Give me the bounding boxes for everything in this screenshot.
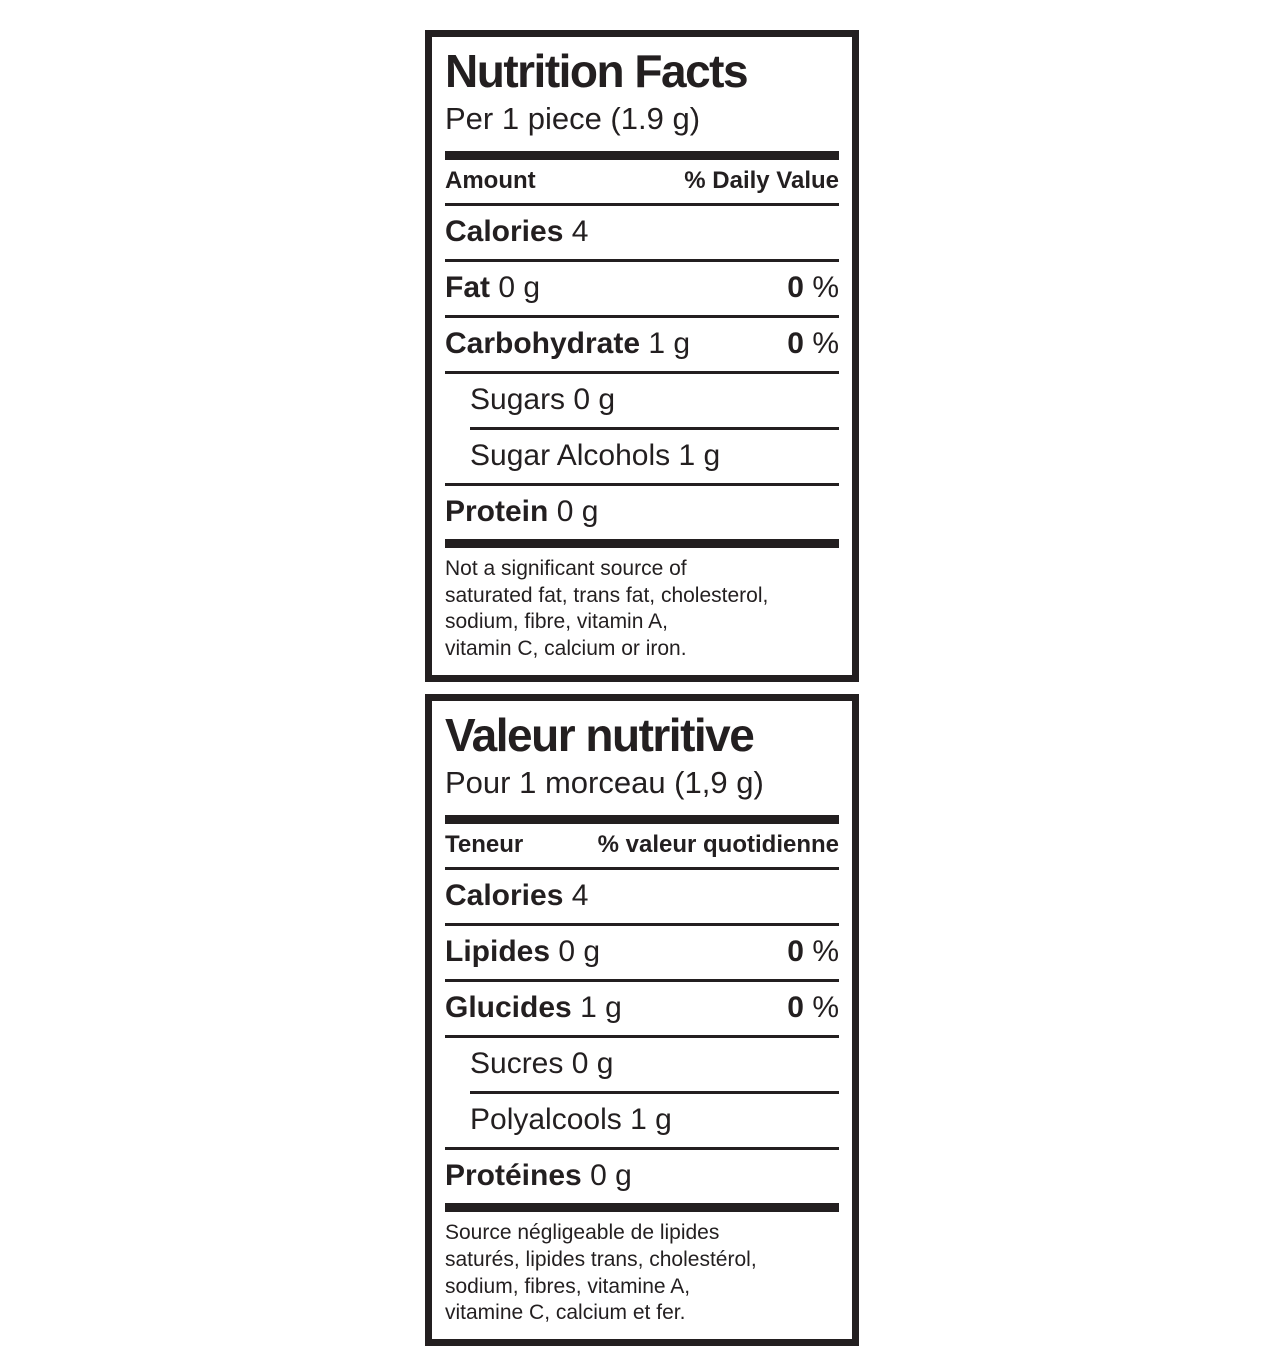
calories-value: 4 xyxy=(571,878,589,912)
nutrient-cell: Carbohydrate 1 g xyxy=(445,326,690,362)
nutrient-name: Sugars xyxy=(470,382,566,416)
nutrient-amount: 0 g xyxy=(573,382,616,416)
footnote-line: sodium, fibres, vitamine A, xyxy=(445,1274,691,1298)
nutrient-cell: Glucides 1 g xyxy=(445,990,622,1026)
daily-value-unit: % xyxy=(812,934,839,968)
nutrition-panel-french: Valeur nutritive Pour 1 morceau (1,9 g) … xyxy=(425,694,859,1347)
divider-rule-indented xyxy=(470,426,839,430)
nutrient-cell: Polyalcools 1 g xyxy=(470,1102,672,1138)
footnote-line: Not a significant source of xyxy=(445,556,687,580)
nutrient-cell: Protéines 0 g xyxy=(445,1158,632,1194)
calories-cell: Calories 4 xyxy=(445,214,588,250)
calories-row: Calories 4 xyxy=(445,870,839,923)
nutrient-name: Lipides xyxy=(445,934,551,968)
nutrient-row-sucres: Sucres 0 g xyxy=(445,1038,839,1091)
divider-rule xyxy=(445,1146,839,1150)
daily-value-cell: 0 % xyxy=(787,990,839,1026)
thick-divider-bar xyxy=(445,538,839,548)
daily-value-unit: % xyxy=(812,326,839,360)
divider-rule xyxy=(445,258,839,262)
nutrient-name: Sucres xyxy=(470,1046,564,1080)
nutrient-row-sugars: Sugars 0 g xyxy=(445,374,839,427)
column-header-row: Amount % Daily Value xyxy=(445,160,839,203)
nutrient-row-sugar-alcohols: Sugar Alcohols 1 g xyxy=(445,430,839,483)
divider-rule xyxy=(445,922,839,926)
daily-value-number: 0 xyxy=(787,270,804,304)
nutrient-amount: 1 g xyxy=(648,326,691,360)
thick-divider-bar xyxy=(445,814,839,824)
divider-rule-indented xyxy=(470,1090,839,1094)
daily-value-cell: 0 % xyxy=(787,270,839,306)
nutrient-row-carbohydrate: Carbohydrate 1 g 0 % xyxy=(445,318,839,371)
column-header-row: Teneur % valeur quotidienne xyxy=(445,824,839,867)
nutrient-amount: 0 g xyxy=(498,270,541,304)
column-header-daily-value: % Daily Value xyxy=(684,166,839,194)
daily-value-cell: 0 % xyxy=(787,934,839,970)
nutrient-cell: Sucres 0 g xyxy=(470,1046,613,1082)
nutrient-cell: Sugars 0 g xyxy=(470,382,615,418)
thick-divider-bar xyxy=(445,1202,839,1212)
nutrient-name: Protéines xyxy=(445,1158,582,1192)
calories-row: Calories 4 xyxy=(445,206,839,259)
thick-divider-bar xyxy=(445,150,839,160)
column-header-daily-value: % valeur quotidienne xyxy=(597,830,839,858)
divider-rule xyxy=(445,482,839,486)
nutrient-name: Carbohydrate xyxy=(445,326,641,360)
calories-cell: Calories 4 xyxy=(445,878,588,914)
nutrient-row-fat: Fat 0 g 0 % xyxy=(445,262,839,315)
footnote-line: Source négligeable de lipides xyxy=(445,1220,720,1244)
nutrient-name: Glucides xyxy=(445,990,572,1024)
nutrient-name: Fat xyxy=(445,270,490,304)
nutrient-amount: 1 g xyxy=(630,1102,672,1136)
panel-title-french: Valeur nutritive xyxy=(445,709,755,762)
nutrient-name: Sugar Alcohols xyxy=(470,438,671,472)
divider-rule xyxy=(445,370,839,374)
nutrient-row-polyalcools: Polyalcools 1 g xyxy=(445,1094,839,1147)
serving-size-english: Per 1 piece (1.9 g) xyxy=(445,100,701,136)
daily-value-cell: 0 % xyxy=(787,326,839,362)
footnote-line: saturés, lipides trans, cholestérol, xyxy=(445,1247,757,1271)
footnote-english: Not a significant source of saturated fa… xyxy=(445,548,839,664)
nutrient-name: Protein xyxy=(445,494,549,528)
nutrient-name: Polyalcools xyxy=(470,1102,622,1136)
nutrient-row-lipides: Lipides 0 g 0 % xyxy=(445,926,839,979)
footnote-line: vitamine C, calcium et fer. xyxy=(445,1301,686,1325)
nutrient-amount: 0 g xyxy=(558,934,601,968)
footnote-line: vitamin C, calcium or iron. xyxy=(445,637,687,661)
nutrient-cell: Protein 0 g xyxy=(445,494,598,530)
nutrient-cell: Fat 0 g xyxy=(445,270,540,306)
divider-rule xyxy=(445,1034,839,1038)
footnote-line: sodium, fibre, vitamin A, xyxy=(445,610,668,634)
calories-value: 4 xyxy=(571,214,589,248)
nutrient-cell: Lipides 0 g xyxy=(445,934,600,970)
daily-value-number: 0 xyxy=(787,990,804,1024)
nutrient-row-protein: Protein 0 g xyxy=(445,486,839,539)
divider-rule xyxy=(445,314,839,318)
nutrient-amount: 1 g xyxy=(678,438,721,472)
column-header-amount: Amount xyxy=(445,166,536,194)
daily-value-unit: % xyxy=(812,990,839,1024)
calories-label: Calories xyxy=(445,214,564,248)
calories-label: Calories xyxy=(445,878,564,912)
column-header-amount: Teneur xyxy=(445,830,524,858)
nutrient-amount: 0 g xyxy=(556,494,599,528)
panel-title-english: Nutrition Facts xyxy=(445,45,749,97)
daily-value-unit: % xyxy=(812,270,839,304)
nutrient-amount: 0 g xyxy=(571,1046,614,1080)
daily-value-number: 0 xyxy=(787,326,804,360)
footnote-french: Source négligeable de lipides saturés, l… xyxy=(445,1212,839,1328)
nutrition-label-column: Nutrition Facts Per 1 piece (1.9 g) Amou… xyxy=(425,30,859,1358)
nutrient-cell: Sugar Alcohols 1 g xyxy=(470,438,720,474)
divider-rule xyxy=(445,866,839,870)
nutrient-amount: 1 g xyxy=(580,990,622,1024)
nutrition-panel-english: Nutrition Facts Per 1 piece (1.9 g) Amou… xyxy=(425,30,859,683)
footnote-line: saturated fat, trans fat, cholesterol, xyxy=(445,583,769,607)
nutrient-row-proteines: Protéines 0 g xyxy=(445,1150,839,1203)
serving-size-french: Pour 1 morceau (1,9 g) xyxy=(445,765,764,801)
nutrient-amount: 0 g xyxy=(590,1158,632,1192)
divider-rule xyxy=(445,978,839,982)
divider-rule xyxy=(445,202,839,206)
nutrient-row-glucides: Glucides 1 g 0 % xyxy=(445,982,839,1035)
daily-value-number: 0 xyxy=(787,934,804,968)
